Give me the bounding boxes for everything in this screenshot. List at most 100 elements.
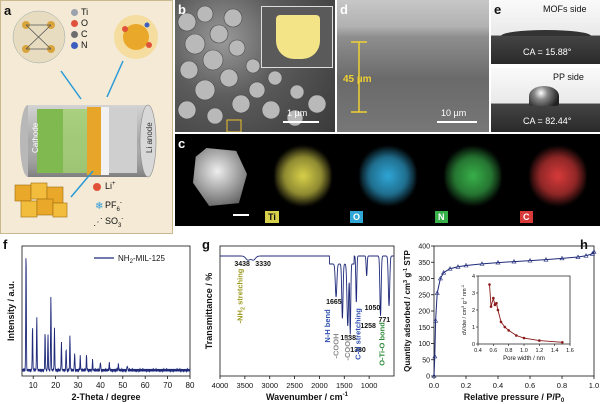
ftir-x-tick-label: 4000 bbox=[212, 381, 229, 390]
panel-label-b: b bbox=[178, 2, 186, 17]
bet-isotherm-point bbox=[434, 290, 440, 295]
ftir-peak-label: 1538 bbox=[340, 335, 356, 342]
panel-label-h: h bbox=[580, 237, 588, 252]
panel-label-e: e bbox=[494, 2, 502, 17]
ftir-x-tick-label: 2500 bbox=[286, 381, 303, 390]
bet-y-tick-label: 400 bbox=[418, 244, 430, 251]
bet-isotherm-point bbox=[447, 266, 453, 271]
bet-isotherm-point bbox=[559, 255, 565, 261]
ftir-peak-label: 771 bbox=[379, 317, 391, 324]
inset-x-tick-label: 1.2 bbox=[536, 348, 544, 354]
panel-label-f: f bbox=[3, 237, 8, 252]
mofs-side-ca: CA = 15.88° bbox=[523, 47, 572, 57]
pp-side-ca: CA = 82.44° bbox=[523, 116, 572, 126]
bet-isotherm-point bbox=[495, 259, 501, 265]
inset-x-tick-label: 0.4 bbox=[474, 348, 482, 354]
ftir-band-label: -COOH bbox=[343, 336, 352, 361]
xrd-axes-frame bbox=[21, 245, 191, 377]
pp-side-image bbox=[491, 68, 600, 132]
atom-legend-label: O bbox=[81, 18, 89, 28]
ftir-band-label: N-H bend bbox=[323, 309, 332, 343]
atom-legend-label: N bbox=[81, 40, 88, 50]
bet-y-tick-label: 50 bbox=[422, 357, 430, 364]
ftir-band-label: O-Ti-O bond bbox=[378, 322, 387, 366]
bet-isotherm-point bbox=[432, 353, 438, 359]
ftir-x-tick-label: 2000 bbox=[311, 381, 328, 390]
atom-legend: Ti O C N bbox=[71, 7, 88, 51]
pp-side-title: PP side bbox=[553, 72, 584, 82]
xrd-x-tick-label: 40 bbox=[96, 381, 105, 390]
bet-isotherm-point bbox=[583, 253, 589, 258]
bet-isotherm-point bbox=[479, 261, 485, 266]
battery-cell-icon bbox=[20, 104, 157, 178]
ftir-band-label: -COOH bbox=[331, 334, 340, 359]
bet-y-tick-label: 300 bbox=[418, 276, 430, 283]
ftir-peak-label: 1665 bbox=[326, 299, 342, 306]
bet-y-tick-label: 250 bbox=[418, 292, 430, 299]
xrd-x-tick-label: 70 bbox=[163, 381, 172, 390]
bet-y-tick-label: 350 bbox=[418, 260, 430, 267]
inset-y-tick-label: 3 bbox=[472, 291, 475, 297]
ftir-band-label: -NH2 stretching bbox=[235, 268, 246, 323]
atom-legend-item: O bbox=[71, 18, 88, 29]
bet-isotherm-point bbox=[441, 270, 447, 275]
bet-x-tick-label: 0.2 bbox=[461, 381, 471, 390]
sem-particles bbox=[177, 5, 327, 132]
bet-isotherm-point bbox=[463, 262, 469, 268]
xrd-x-tick-label: 50 bbox=[118, 381, 127, 390]
so3-icon: ⋰ bbox=[93, 217, 103, 228]
xrd-x-tick-label: 20 bbox=[51, 381, 60, 390]
inset-x-tick-label: 0.8 bbox=[505, 348, 513, 354]
panel-a-schematic: ❄ ⋰ a Ti O C N Cathode Li anode Li+ PF6- SO… bbox=[0, 0, 173, 234]
eds-map-label: O bbox=[350, 211, 364, 223]
inset-pore-point bbox=[493, 303, 497, 307]
panel-e-contact-angle: e MOFs side CA = 15.88° PP side CA = 82.… bbox=[491, 0, 600, 132]
inset-x-tick-label: 0.6 bbox=[490, 348, 498, 354]
pf6-label: PF6- bbox=[105, 200, 122, 213]
xrd-chart: 10 20 30 40 50 60 70 80 2-Theta / degree Intensit… bbox=[6, 245, 195, 402]
bet-y-tick-label: 150 bbox=[418, 325, 430, 332]
inset-pore-point bbox=[492, 296, 495, 300]
cathode-label: Cathode bbox=[31, 122, 40, 153]
ftir-x-axis-label: Wavenumber / cm-1 bbox=[266, 392, 349, 402]
atom-legend-item: Ti bbox=[71, 7, 88, 18]
atom-dot-icon bbox=[71, 9, 78, 16]
ftir-band-label: C-N stretching bbox=[353, 308, 362, 360]
bet-x-tick-label: 0.8 bbox=[557, 381, 567, 390]
eds-map-label: C bbox=[520, 211, 533, 223]
ftir-axes-frame bbox=[219, 245, 395, 377]
atom-dot-icon bbox=[71, 31, 78, 38]
inset-pore-point bbox=[499, 320, 503, 324]
bet-isotherm-point bbox=[575, 254, 581, 259]
xrd-x-axis-label: 2-Theta / degree bbox=[71, 392, 140, 402]
bet-isotherm-point bbox=[437, 275, 443, 281]
bet-isotherm-point bbox=[591, 249, 597, 254]
ftir-chart: 4000 3500 3000 2500 2000 1500 1000 Wavenumber /… bbox=[204, 245, 395, 402]
ftir-x-tick-label: 3500 bbox=[237, 381, 254, 390]
inset-pore-point bbox=[503, 325, 507, 329]
inset-pore-point bbox=[561, 341, 564, 344]
li-ion-icon bbox=[93, 183, 101, 191]
battery-schematic: ❄ ⋰ bbox=[12, 10, 158, 228]
stem-image bbox=[175, 134, 259, 226]
bet-x-tick-label: 0.0 bbox=[429, 381, 439, 390]
atom-dot-icon bbox=[71, 20, 78, 27]
bet-isotherm-point bbox=[433, 318, 439, 323]
panel-f-xrd: 10 20 30 40 50 60 70 80 2-Theta / degree Intensit… bbox=[0, 236, 198, 404]
xrd-x-tick-label: 30 bbox=[74, 381, 83, 390]
ftir-peak-label: 3330 bbox=[255, 261, 271, 268]
ftir-y-axis-label: Transmittance / % bbox=[204, 273, 214, 350]
xrd-legend-label: NH2-MIL-125 bbox=[118, 254, 165, 265]
bet-isotherm-point bbox=[527, 258, 533, 263]
mofs-side-title: MOFs side bbox=[543, 4, 587, 14]
mof-cluster-icon bbox=[114, 15, 158, 59]
xrd-x-tick-label: 10 bbox=[29, 381, 38, 390]
scale-bar-d: 10 µm bbox=[441, 108, 467, 118]
thickness-label: 45 µm bbox=[343, 74, 372, 85]
panel-h-bet: 0 50 100 150 200 250 300 350 400 0.0 0.2 0.4 0.6 0.8 1… bbox=[400, 236, 600, 404]
bet-isotherm-point bbox=[455, 264, 461, 269]
atom-legend-item: N bbox=[71, 40, 88, 51]
inset-x-tick-label: 1.0 bbox=[520, 348, 528, 354]
ftir-x-tick-label: 1500 bbox=[336, 381, 353, 390]
bet-isotherm-point bbox=[511, 258, 517, 264]
